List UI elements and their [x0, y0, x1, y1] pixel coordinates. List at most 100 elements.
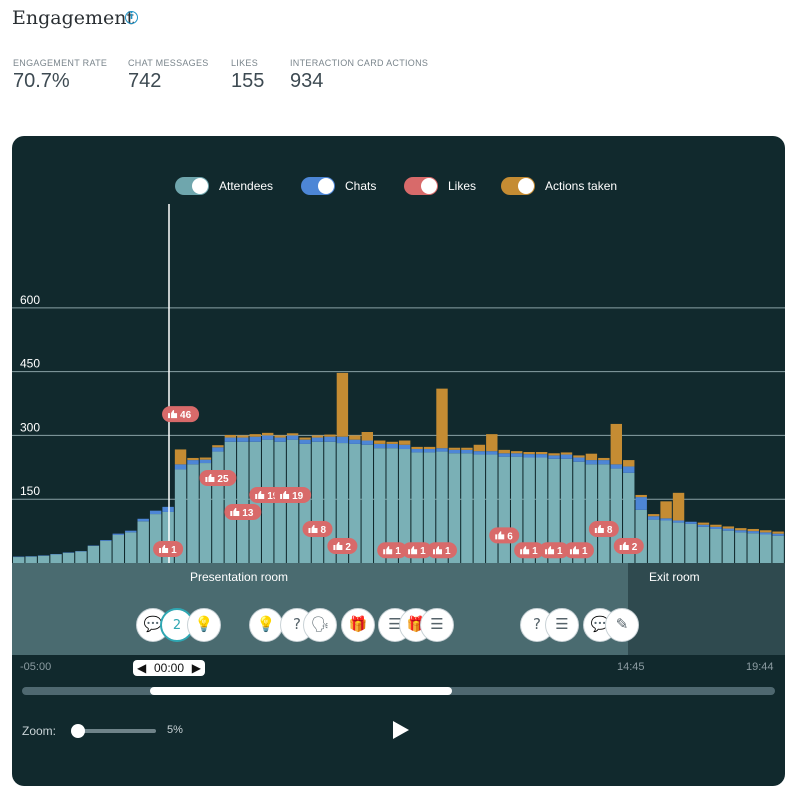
bar-chats[interactable]	[125, 530, 137, 533]
bar-attendees[interactable]	[461, 453, 473, 563]
speaker-icon[interactable]: 🗣	[303, 608, 337, 642]
bar-attendees[interactable]	[112, 534, 124, 563]
bar-attendees[interactable]	[697, 526, 710, 563]
bar-actions-taken[interactable]	[274, 435, 286, 438]
pencil-icon[interactable]: ✎	[605, 608, 639, 642]
bar-actions-taken[interactable]	[498, 449, 510, 454]
bar-attendees[interactable]	[535, 457, 548, 563]
bar-attendees[interactable]	[685, 523, 697, 563]
bar-chats[interactable]	[585, 460, 598, 465]
bar-attendees[interactable]	[374, 448, 386, 563]
legend-toggle-attendees[interactable]: Attendees	[175, 176, 273, 196]
bar-chats[interactable]	[523, 454, 535, 458]
toggle-switch[interactable]	[175, 177, 209, 195]
bar-actions-taken[interactable]	[722, 526, 735, 529]
bar-chats[interactable]	[336, 436, 349, 444]
likes-annotation[interactable]: 46	[162, 406, 200, 423]
bar-attendees[interactable]	[473, 454, 486, 563]
bar-attendees[interactable]	[50, 554, 62, 563]
list-icon[interactable]: ☰	[545, 608, 579, 642]
bar-attendees[interactable]	[710, 528, 722, 563]
bar-actions-taken[interactable]	[697, 522, 710, 525]
bar-chats[interactable]	[672, 520, 685, 523]
bar-attendees[interactable]	[37, 555, 50, 563]
bar-chats[interactable]	[685, 521, 697, 524]
bar-chats[interactable]	[299, 439, 311, 444]
bar-attendees[interactable]	[722, 530, 735, 563]
bar-actions-taken[interactable]	[398, 440, 411, 445]
bar-attendees[interactable]	[598, 464, 610, 563]
legend-toggle-chats[interactable]: Chats	[301, 176, 376, 196]
bar-chats[interactable]	[511, 453, 523, 457]
bar-chats[interactable]	[747, 531, 759, 534]
list-icon[interactable]: ☰	[420, 608, 454, 642]
likes-annotation[interactable]: 1	[427, 542, 457, 559]
bar-chats[interactable]	[697, 524, 710, 527]
bar-chats[interactable]	[635, 497, 647, 510]
bar-actions-taken[interactable]	[286, 433, 299, 436]
bar-chats[interactable]	[100, 540, 112, 541]
bar-attendees[interactable]	[299, 443, 311, 563]
likes-annotation[interactable]: 8	[302, 520, 333, 537]
lightbulb-icon[interactable]: 💡	[187, 608, 221, 642]
bar-attendees[interactable]	[647, 519, 660, 563]
bar-attendees[interactable]	[237, 441, 249, 563]
bar-attendees[interactable]	[747, 533, 759, 563]
bar-chats[interactable]	[486, 451, 498, 455]
bar-actions-taken[interactable]	[311, 435, 324, 438]
bar-attendees[interactable]	[672, 522, 685, 563]
bar-actions-taken[interactable]	[324, 434, 336, 437]
bar-actions-taken[interactable]	[710, 524, 722, 527]
bar-actions-taken[interactable]	[473, 444, 486, 452]
bar-actions-taken[interactable]	[187, 457, 199, 461]
bar-attendees[interactable]	[573, 461, 585, 563]
bar-chats[interactable]	[573, 457, 585, 462]
timeline-scroll-thumb[interactable]	[150, 687, 452, 695]
bar-attendees[interactable]	[199, 463, 212, 563]
bar-attendees[interactable]	[448, 453, 461, 563]
bar-actions-taken[interactable]	[747, 528, 759, 532]
bar-actions-taken[interactable]	[585, 453, 598, 461]
bar-attendees[interactable]	[635, 509, 647, 563]
bar-chats[interactable]	[772, 533, 784, 536]
bar-attendees[interactable]	[349, 443, 361, 563]
bar-actions-taken[interactable]	[336, 372, 349, 437]
bar-actions-taken[interactable]	[199, 457, 212, 460]
gift-icon[interactable]: 🎁	[341, 608, 375, 642]
lightbulb-icon[interactable]: 💡	[249, 608, 283, 642]
bar-attendees[interactable]	[735, 532, 747, 563]
bar-actions-taken[interactable]	[411, 446, 423, 450]
likes-annotation[interactable]: 25	[199, 469, 237, 486]
bar-attendees[interactable]	[623, 472, 635, 563]
bar-actions-taken[interactable]	[635, 494, 647, 498]
bar-attendees[interactable]	[125, 532, 137, 563]
bar-chats[interactable]	[349, 439, 361, 444]
bar-chats[interactable]	[398, 444, 411, 450]
bar-attendees[interactable]	[523, 457, 535, 563]
bar-actions-taken[interactable]	[523, 451, 535, 455]
likes-annotation[interactable]: 1	[539, 542, 570, 559]
bar-actions-taken[interactable]	[249, 434, 261, 437]
bar-attendees[interactable]	[174, 469, 187, 563]
bar-chats[interactable]	[286, 435, 299, 440]
bar-actions-taken[interactable]	[623, 460, 635, 467]
toggle-switch[interactable]	[501, 177, 535, 195]
likes-annotation[interactable]: 1	[514, 542, 545, 559]
bar-attendees[interactable]	[137, 521, 149, 563]
legend-toggle-actions-taken[interactable]: Actions taken	[501, 176, 617, 196]
bar-chats[interactable]	[498, 453, 510, 457]
bar-chats[interactable]	[187, 460, 199, 465]
bar-actions-taken[interactable]	[560, 452, 573, 455]
bar-actions-taken[interactable]	[672, 492, 685, 521]
bar-chats[interactable]	[610, 464, 622, 469]
bar-chats[interactable]	[274, 437, 286, 442]
forward-icon[interactable]: ▶	[191, 661, 201, 675]
likes-annotation[interactable]: 1	[402, 542, 433, 559]
bar-attendees[interactable]	[100, 540, 112, 563]
toggle-switch[interactable]	[301, 177, 335, 195]
likes-annotation[interactable]: 13	[224, 503, 262, 520]
bar-actions-taken[interactable]	[374, 440, 386, 444]
bar-actions-taken[interactable]	[237, 435, 249, 438]
bar-attendees[interactable]	[25, 556, 37, 563]
bar-attendees[interactable]	[486, 454, 498, 563]
